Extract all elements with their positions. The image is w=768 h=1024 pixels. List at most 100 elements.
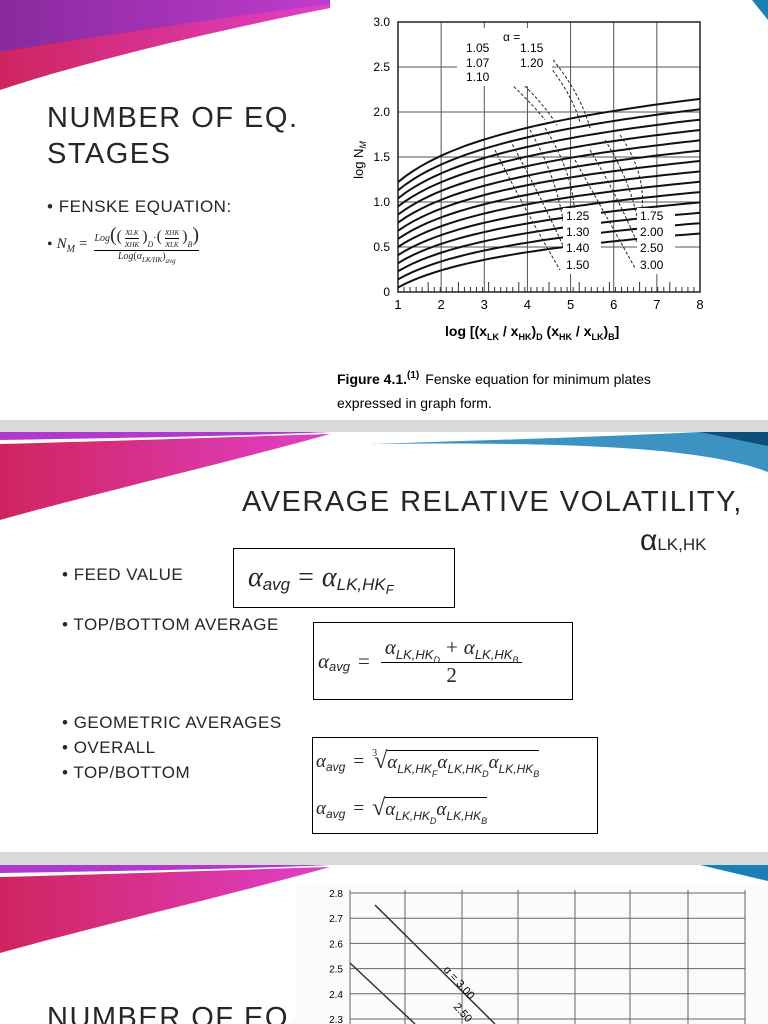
swoosh [0,865,330,873]
formula-text: α [248,562,263,593]
formula-text: avg [325,759,346,774]
slide: NUMBER OF EQ. STAGES • FENSKE EQUATION: … [0,0,768,420]
slide-decoration [0,432,768,520]
x-axis-label-text: ) [603,323,608,339]
formula-text: LK,HK [498,761,534,776]
dashed-curve [544,127,576,223]
formula-text: 2 [446,662,457,687]
formula-group: avg [326,760,345,774]
formula-group: αLK,HKD+ αLK,HKB 2 [380,634,523,688]
formula-text: LK,HK [446,808,482,823]
formula-group: LK,HKF [397,761,437,779]
formula-text: D [147,240,154,249]
formula-group: xHK xLK [164,227,180,251]
formula-text: √ [372,795,386,821]
formula-text: x [125,227,131,239]
formula-text: α [436,798,447,820]
swoosh [700,865,768,881]
y-tick-label: 2.5 [373,60,390,74]
formula-text: = [78,236,88,253]
x-tick-label: 2 [438,297,445,312]
curve [397,180,701,248]
slide-title: NUMBER OF EQ. [47,1002,299,1024]
formula-group: LK,HKB [474,646,519,665]
figure-bg [295,885,768,1024]
formula-group: Log(αLK/HK)avg [118,251,176,265]
slide-title: AVERAGE RELATIVE VOLATILITY, [242,486,743,518]
y-tick-label: 2.0 [373,105,390,119]
x-tick-label: 8 [696,297,703,312]
formula-text: α [385,798,396,820]
label-bg [457,28,552,86]
formula-box: α avg = αLK,HKD+ αLK,HKB 2 [313,622,573,700]
formula-text: D [482,768,489,779]
formula-text: LK,HK [474,646,513,662]
y-tick-label: 0 [383,285,390,299]
formula-text: α [136,251,142,263]
formula-group: xLK [126,227,139,238]
formula-group: LK,HKD [447,761,489,779]
formula-text: = [358,648,370,673]
swoosh [0,432,330,440]
slide-title: NUMBER OF EQ. STAGES [47,100,299,172]
caption-label: Figure 4.1. [337,371,407,387]
formula-text: √ [374,748,388,774]
alpha-label: 1.50 [566,258,590,272]
formula-text: LK,HK [397,761,432,776]
formula-text: + [445,634,458,659]
x-axis-label-sub: HK [518,332,531,342]
formula-text: x [164,227,170,239]
formula-group: α avg = √ αLK,HKDαLK,HKB [313,785,597,832]
paren: ( [156,228,162,245]
formula-text: LK [130,229,139,238]
caption: Figure 4.1.(1) Fenske equation for minimu… [337,370,651,387]
curve [397,108,701,192]
subtitle-symbol: α [640,524,658,557]
formula-text: α [387,751,398,773]
curve [397,170,701,240]
x-axis-label-text: ] [615,323,620,339]
formula-text: α [488,751,499,773]
bullet-text: OVERALL [73,738,156,757]
label-bg [637,208,675,274]
formula-text: = [298,562,314,593]
formula-group: LK,HKD [396,647,440,665]
curve [397,201,701,265]
formula-group: α avg = αLK,HKD+ αLK,HKB 2 [314,623,572,699]
bullet: • OVERALL [62,738,156,757]
bullet-text: TOP/BOTTOM AVERAGE [73,615,279,634]
formula-text: x [165,239,170,251]
bullet: • FENSKE EQUATION: [47,197,232,216]
y-tick-label: 0.5 [373,240,390,254]
y-tick-label: 3.0 [373,15,390,29]
bullet: • GEOMETRIC AVERAGES [62,713,282,732]
formula-text: LK [170,241,179,250]
formula-text: N [56,236,67,253]
x-axis-label-text: (x [543,323,560,339]
caption-text: Fenske equation for minimum plates [425,371,651,387]
formula-group [125,238,140,240]
x-axis-label-text: log [(x [445,323,487,339]
alpha-label: 1.25 [566,209,590,223]
paren: ( [116,228,122,245]
formula-group: 2 [446,663,457,688]
paren: ) [192,224,200,246]
slide-subtitle: αLK,HK [640,524,706,558]
formula-text: B [187,240,193,249]
formula-text: α [321,562,337,593]
alpha-label: 1.07 [466,56,490,70]
dashed-curve [539,54,581,123]
title-line: STAGES [47,138,172,170]
title-line: NUMBER OF EQ. [47,102,299,134]
formula-text: avg [325,806,346,821]
alpha-label: 1.10 [466,70,490,84]
formula-text: α [316,797,326,819]
swoosh [0,434,330,520]
curve [397,160,701,232]
formula-text: LK,HK [447,761,483,776]
curve [397,191,701,256]
bullet: • TOP/BOTTOM [62,763,191,782]
formula-text: α [437,751,448,773]
dashed-curve [494,149,561,271]
y-tick-label: 2.5 [329,965,343,976]
